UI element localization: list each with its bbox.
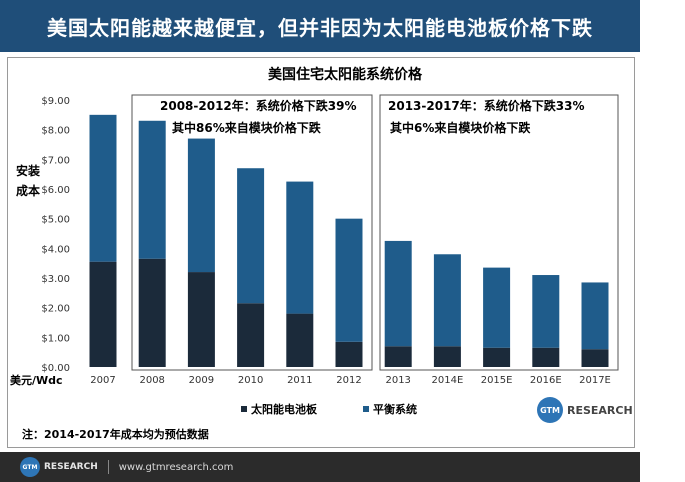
x-axis-ticks: 2007 2008 2009 2010 2011 2012 2013 2014E 2015E 20… bbox=[90, 375, 611, 386]
bar-segment-panels bbox=[581, 349, 609, 367]
annotation-box-2013-2017 bbox=[379, 94, 619, 371]
stacked-bar-chart: 美国住宅太阳能系统价格 安装 成本 美元/Wdc $0.00 $1.00 $2.00… bbox=[10, 66, 619, 441]
x-tick-label: 2008 bbox=[139, 375, 164, 386]
y-tick-label: $0.00 bbox=[41, 363, 70, 374]
bar-segment-panels bbox=[138, 258, 166, 367]
x-tick-label: 2007 bbox=[90, 375, 115, 386]
legend-swatch-panels bbox=[241, 406, 247, 412]
bar-segment-panels bbox=[433, 346, 461, 367]
footer-logo-text: RESEARCH bbox=[44, 462, 98, 472]
bar-segment-panels bbox=[335, 341, 363, 367]
y-axis-unit: 美元/Wdc bbox=[10, 373, 63, 387]
y-axis-label-line2: 成本 bbox=[16, 183, 40, 198]
footer-url[interactable]: www.gtmresearch.com bbox=[118, 461, 234, 473]
bar-segment-bos bbox=[532, 275, 560, 348]
y-axis-label-line1: 安装 bbox=[16, 163, 40, 178]
y-axis-ticks: $0.00 $1.00 $2.00 $3.00 $4.00 $5.00 $6.00 $7.00… bbox=[41, 96, 70, 374]
chart-title: 美国住宅太阳能系统价格 bbox=[268, 66, 423, 83]
bar-segment-panels bbox=[286, 313, 314, 367]
x-tick-label: 2015E bbox=[481, 375, 513, 386]
bar-segment-bos bbox=[433, 254, 461, 347]
y-tick-label: $2.00 bbox=[41, 304, 70, 315]
bar-segment-panels bbox=[187, 272, 215, 367]
x-tick-label: 2017E bbox=[579, 375, 611, 386]
y-tick-label: $9.00 bbox=[41, 96, 70, 107]
bar-segment-bos bbox=[237, 168, 265, 304]
x-tick-label: 2012 bbox=[336, 375, 361, 386]
gtm-logo-circle: GTM bbox=[537, 397, 563, 423]
bar-segment-bos bbox=[286, 181, 314, 314]
annotation-2-line2: 其中6%来自模块价格下跌 bbox=[390, 120, 531, 135]
x-tick-label: 2014E bbox=[432, 375, 464, 386]
bar-segment-panels bbox=[89, 261, 117, 367]
bar-segment-bos bbox=[187, 138, 215, 273]
y-tick-label: $4.00 bbox=[41, 244, 70, 255]
y-tick-label: $8.00 bbox=[41, 126, 70, 137]
y-tick-label: $1.00 bbox=[41, 333, 70, 344]
bar-segment-panels bbox=[532, 347, 560, 367]
gtm-research-logo: GTM RESEARCH bbox=[537, 397, 633, 423]
bar-segment-bos bbox=[335, 218, 363, 342]
y-tick-label: $6.00 bbox=[41, 185, 70, 196]
bar-segment-bos bbox=[89, 114, 117, 262]
annotation-box-2008-2012 bbox=[131, 94, 373, 371]
y-tick-label: $3.00 bbox=[41, 274, 70, 285]
bar-segment-panels bbox=[237, 303, 265, 367]
bar-segment-bos bbox=[581, 282, 609, 350]
x-tick-label: 2013 bbox=[385, 375, 410, 386]
x-tick-label: 2010 bbox=[238, 375, 263, 386]
bar-segment-panels bbox=[483, 347, 511, 367]
bar-segment-panels bbox=[384, 346, 412, 367]
annotation-2-line1: 2013-2017年：系统价格下跌33% bbox=[388, 98, 585, 113]
title-banner: 美国太阳能越来越便宜，但并非因为太阳能电池板价格下跌 bbox=[0, 0, 640, 52]
x-tick-label: 2016E bbox=[530, 375, 562, 386]
bar-segment-bos bbox=[483, 267, 511, 348]
y-tick-label: $7.00 bbox=[41, 155, 70, 166]
y-tick-label: $5.00 bbox=[41, 215, 70, 226]
legend-label-bos: 平衡系统 bbox=[373, 402, 417, 416]
x-tick-label: 2009 bbox=[189, 375, 214, 386]
footer-divider bbox=[107, 460, 109, 474]
chart-note: 注：2014-2017年成本均为预估数据 bbox=[22, 427, 209, 441]
legend-label-panels: 太阳能电池板 bbox=[250, 402, 318, 416]
bars-group bbox=[89, 114, 609, 367]
legend: 太阳能电池板 平衡系统 bbox=[241, 402, 417, 416]
legend-swatch-bos bbox=[363, 406, 369, 412]
bar-segment-bos bbox=[384, 240, 412, 347]
x-tick-label: 2011 bbox=[287, 375, 312, 386]
gtm-logo-text: RESEARCH bbox=[567, 403, 633, 417]
bar-segment-bos bbox=[138, 120, 166, 259]
banner-title: 美国太阳能越来越便宜，但并非因为太阳能电池板价格下跌 bbox=[47, 15, 593, 40]
annotation-1-line2: 其中86%来自模块价格下跌 bbox=[172, 120, 322, 135]
footer-logo-circle: GTM bbox=[20, 457, 40, 477]
footer-bar: GTM RESEARCH www.gtmresearch.com bbox=[0, 452, 640, 482]
annotation-1-line1: 2008-2012年：系统价格下跌39% bbox=[160, 98, 357, 113]
